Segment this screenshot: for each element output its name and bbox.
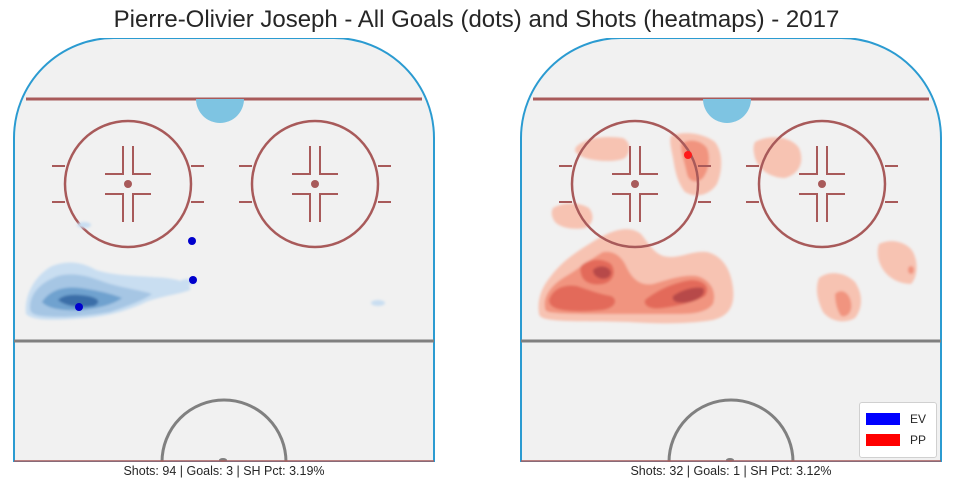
heat-contour-4 <box>672 287 705 303</box>
faceoff-circle-left <box>559 119 711 249</box>
pp-goal-dots <box>684 151 692 159</box>
heat-spot-small <box>908 266 914 274</box>
heat-contour-1 <box>551 203 593 229</box>
faceoff-circle-right <box>746 119 898 249</box>
chart-title: Pierre-Olivier Joseph - All Goals (dots)… <box>113 6 840 33</box>
heat-contour-3 <box>549 285 616 312</box>
goal-dot <box>189 276 197 284</box>
heat-contour-4 <box>593 266 611 279</box>
legend-swatch-pp <box>866 434 900 446</box>
heat-contour-1 <box>753 137 802 178</box>
caption-ev: Shots: 94 | Goals: 3 | SH Pct: 3.19% <box>123 464 325 478</box>
ice-surface <box>13 38 435 462</box>
faceoff-circle-right <box>239 119 391 249</box>
goal-dot <box>684 151 692 159</box>
ev-shot-heatmap <box>25 222 385 320</box>
legend-item-pp: PP <box>866 432 926 448</box>
legend-label-pp: PP <box>910 433 927 447</box>
goal-dot <box>188 237 196 245</box>
heat-contour-1 <box>877 241 917 284</box>
goal-crease <box>196 99 244 123</box>
rink-panel-ev <box>13 38 435 462</box>
ev-goal-dots <box>75 237 197 311</box>
faceoff-circle-left <box>52 119 204 249</box>
legend: EV PP <box>859 402 937 458</box>
center-circle <box>667 398 795 462</box>
heat-spot-small <box>77 222 91 228</box>
goal-dot <box>75 303 83 311</box>
rink-panel-pp <box>520 38 942 462</box>
goal-crease <box>703 99 751 123</box>
caption-pp: Shots: 32 | Goals: 1 | SH Pct: 3.12% <box>630 464 832 478</box>
center-circle <box>160 398 288 462</box>
heat-contour-2 <box>835 291 852 317</box>
legend-swatch-ev <box>866 413 900 425</box>
heat-contour-4 <box>58 294 99 307</box>
legend-item-ev: EV <box>866 411 926 427</box>
legend-label-ev: EV <box>910 412 927 426</box>
heat-spot-small <box>371 300 385 306</box>
